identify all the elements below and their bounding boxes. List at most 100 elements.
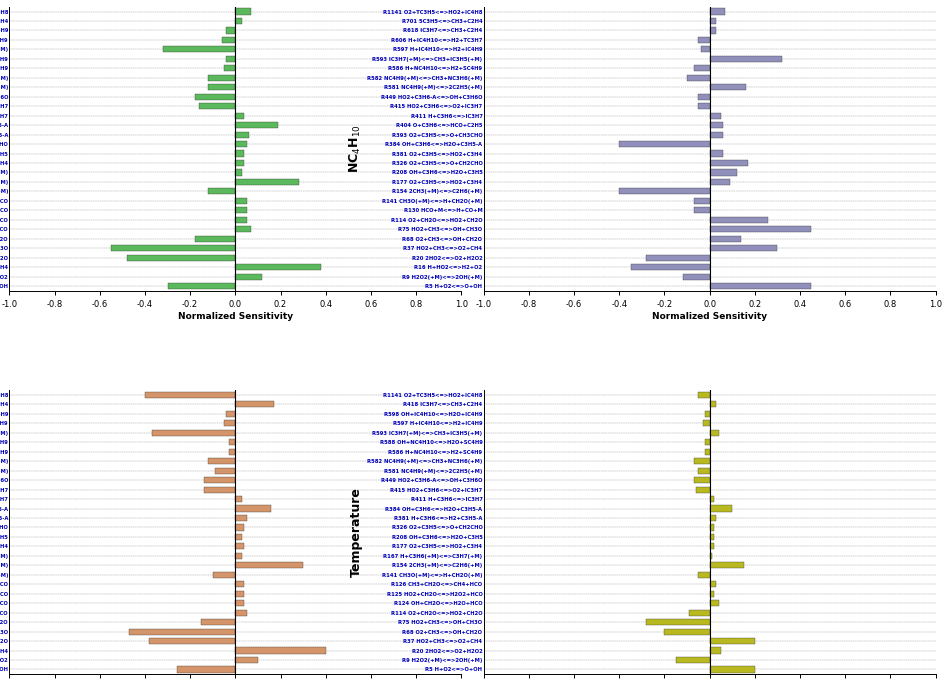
Bar: [235, 207, 246, 213]
Bar: [700, 46, 709, 52]
Bar: [688, 609, 709, 616]
Bar: [235, 648, 326, 654]
Bar: [235, 179, 298, 185]
Bar: [235, 563, 303, 569]
Bar: [235, 657, 258, 663]
Bar: [204, 477, 235, 484]
Bar: [709, 581, 716, 587]
Bar: [235, 600, 244, 606]
Bar: [235, 217, 246, 223]
Bar: [167, 283, 235, 289]
Bar: [618, 189, 709, 195]
Bar: [235, 505, 271, 511]
Bar: [709, 563, 743, 569]
Bar: [618, 141, 709, 147]
Bar: [698, 103, 709, 109]
Bar: [696, 486, 709, 492]
Bar: [709, 667, 754, 673]
Bar: [226, 411, 235, 417]
Bar: [693, 65, 709, 72]
Bar: [709, 524, 714, 530]
Bar: [630, 264, 709, 270]
Bar: [709, 590, 714, 597]
Bar: [709, 430, 718, 436]
X-axis label: Normalized Sensitivity: Normalized Sensitivity: [177, 312, 293, 321]
Bar: [235, 264, 321, 270]
Bar: [208, 458, 235, 464]
Bar: [194, 94, 235, 100]
Bar: [235, 543, 244, 550]
Bar: [235, 112, 244, 118]
Bar: [709, 8, 725, 14]
Bar: [235, 122, 278, 128]
Bar: [201, 619, 235, 625]
Bar: [144, 392, 235, 398]
Bar: [208, 75, 235, 81]
Bar: [709, 638, 754, 644]
Bar: [129, 629, 235, 635]
Bar: [709, 543, 714, 550]
Bar: [698, 468, 709, 474]
Bar: [709, 131, 722, 138]
Bar: [212, 572, 235, 578]
Bar: [709, 496, 714, 502]
Bar: [693, 477, 709, 484]
Bar: [698, 37, 709, 43]
Bar: [111, 245, 235, 251]
Bar: [152, 430, 235, 436]
Bar: [709, 122, 722, 128]
Bar: [228, 449, 235, 455]
Bar: [226, 27, 235, 33]
Bar: [235, 160, 244, 166]
Bar: [709, 84, 745, 91]
Bar: [149, 638, 235, 644]
Bar: [709, 401, 716, 407]
Bar: [709, 553, 711, 559]
Bar: [686, 75, 709, 81]
Bar: [702, 420, 709, 426]
Bar: [126, 255, 235, 261]
Bar: [709, 170, 736, 176]
Bar: [235, 609, 246, 616]
Bar: [235, 131, 248, 138]
Bar: [709, 600, 718, 606]
Bar: [698, 392, 709, 398]
Bar: [235, 141, 246, 147]
X-axis label: Normalized Sensitivity: Normalized Sensitivity: [651, 312, 767, 321]
Bar: [224, 420, 235, 426]
Bar: [235, 553, 242, 559]
Bar: [693, 458, 709, 464]
Bar: [709, 226, 811, 232]
Bar: [693, 207, 709, 213]
Bar: [194, 236, 235, 242]
Bar: [682, 274, 709, 280]
Bar: [235, 170, 242, 176]
Bar: [226, 56, 235, 62]
Bar: [215, 468, 235, 474]
Bar: [235, 534, 242, 540]
Bar: [664, 629, 709, 635]
Bar: [235, 151, 244, 157]
Bar: [235, 524, 244, 530]
Bar: [704, 411, 709, 417]
Bar: [709, 505, 732, 511]
Bar: [235, 8, 251, 14]
Bar: [709, 236, 740, 242]
Bar: [675, 657, 709, 663]
Bar: [646, 619, 709, 625]
Bar: [709, 245, 777, 251]
Bar: [709, 18, 716, 24]
Bar: [709, 534, 714, 540]
Bar: [235, 496, 242, 502]
Bar: [698, 572, 709, 578]
Bar: [698, 94, 709, 100]
Bar: [709, 151, 722, 157]
Bar: [235, 197, 246, 204]
Bar: [235, 401, 274, 407]
Bar: [709, 179, 729, 185]
Bar: [163, 46, 235, 52]
Y-axis label: NC$_4$H$_{10}$: NC$_4$H$_{10}$: [347, 125, 362, 173]
Bar: [208, 84, 235, 91]
Bar: [709, 217, 767, 223]
Bar: [709, 112, 720, 118]
